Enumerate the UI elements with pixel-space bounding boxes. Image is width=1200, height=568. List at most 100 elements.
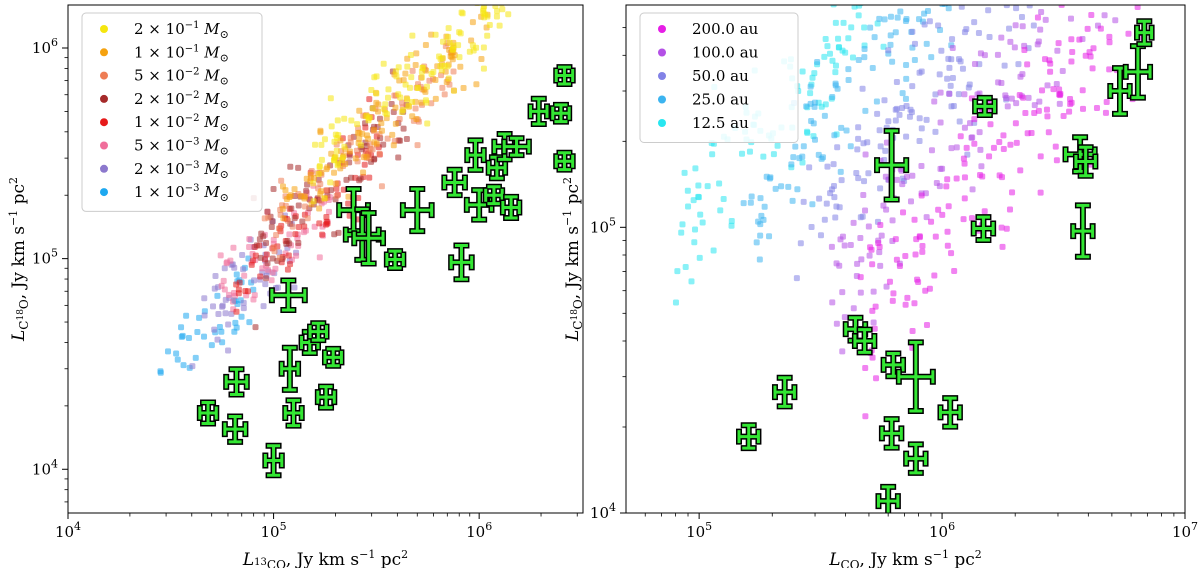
- left-legend: 2 × 10−1 M⊙1 × 10−1 M⊙5 × 10−2 M⊙2 × 10−…: [81, 12, 263, 212]
- right-model-point: [871, 325, 878, 332]
- left-model-point: [409, 32, 416, 39]
- right-model-point: [1012, 120, 1019, 127]
- left-model-point: [295, 202, 302, 209]
- right-model-point: [958, 5, 965, 10]
- right-observation-point: [1122, 43, 1154, 101]
- right-model-point: [1058, 5, 1065, 8]
- left-model-point: [366, 174, 373, 181]
- left-model-point: [328, 123, 335, 130]
- right-model-point: [1024, 61, 1031, 68]
- left-model-point: [371, 156, 378, 163]
- left-model-point: [216, 324, 223, 331]
- left-model-point: [333, 147, 340, 154]
- right-model-point: [823, 200, 830, 207]
- left-model-point: [445, 25, 452, 32]
- left-model-point: [414, 142, 421, 149]
- left-model-point: [404, 63, 411, 70]
- left-model-point: [285, 217, 292, 224]
- left-model-point: [316, 205, 323, 212]
- right-model-point: [1006, 206, 1013, 213]
- right-model-point: [691, 239, 698, 246]
- right-model-point: [1030, 22, 1037, 29]
- right-model-point: [1047, 68, 1054, 75]
- left-observation-point: [314, 383, 338, 411]
- right-model-point: [1089, 65, 1096, 72]
- left-y-tick-label: 106: [32, 36, 58, 57]
- left-model-point: [250, 286, 257, 293]
- right-model-point: [1008, 95, 1015, 102]
- right-model-point: [865, 170, 872, 177]
- left-model-point: [287, 261, 294, 268]
- left-model-point: [444, 63, 451, 70]
- right-model-point: [903, 133, 910, 140]
- left-model-point: [335, 229, 342, 236]
- left-ticks: [62, 47, 578, 519]
- left-observation-point: [221, 413, 249, 445]
- right-model-point: [747, 199, 754, 206]
- right-model-point: [839, 289, 846, 296]
- left-legend-marker: [100, 118, 108, 127]
- left-model-point: [432, 77, 439, 84]
- left-model-point: [441, 91, 448, 98]
- left-model-point: [244, 288, 251, 295]
- right-model-point: [937, 27, 944, 34]
- left-model-point: [252, 252, 259, 259]
- left-model-point: [194, 329, 201, 336]
- right-model-point: [976, 129, 983, 136]
- right-model-point: [854, 146, 861, 153]
- left-model-point: [253, 242, 260, 249]
- right-model-point: [960, 216, 967, 223]
- right-model-point: [837, 236, 844, 243]
- right-x-tick-label: 106: [929, 520, 955, 541]
- right-model-point: [948, 145, 955, 152]
- right-model-point: [903, 16, 910, 23]
- left-observation-point: [482, 183, 506, 207]
- right-model-point: [955, 91, 962, 98]
- right-model-point: [1054, 47, 1061, 54]
- right-model-point: [794, 186, 801, 193]
- right-model-point: [755, 218, 762, 225]
- right-model-point: [1060, 113, 1067, 120]
- left-model-point: [246, 244, 253, 251]
- right-model-point: [1009, 189, 1016, 196]
- right-model-point: [994, 51, 1001, 58]
- right-model-point: [690, 197, 697, 204]
- left-model-point: [262, 281, 269, 288]
- right-model-point: [1106, 33, 1113, 40]
- left-y-tick-label: 104: [32, 457, 58, 478]
- left-model-point: [451, 87, 458, 94]
- right-model-point: [894, 14, 901, 21]
- right-model-point: [1055, 40, 1062, 47]
- left-model-point: [215, 310, 222, 317]
- left-model-point: [457, 30, 464, 37]
- left-model-point: [396, 115, 403, 122]
- right-model-point: [955, 56, 962, 63]
- right-model-point: [855, 12, 862, 19]
- right-model-point: [918, 163, 925, 170]
- left-model-point: [304, 215, 311, 222]
- right-model-point: [832, 19, 839, 26]
- right-model-point: [1084, 25, 1091, 32]
- right-model-point: [862, 365, 869, 372]
- right-model-point: [897, 8, 904, 15]
- left-model-point: [357, 142, 364, 149]
- right-model-point: [961, 160, 968, 167]
- left-model-point: [225, 347, 232, 354]
- right-model-point: [833, 320, 840, 327]
- right-model-point: [881, 16, 888, 23]
- right-model-point: [947, 82, 954, 89]
- left-model-point: [345, 200, 352, 207]
- right-model-point: [1044, 82, 1051, 89]
- left-x-tick-label: 105: [261, 520, 287, 541]
- right-model-point: [809, 201, 816, 208]
- right-model-point: [756, 256, 763, 263]
- left-model-point: [432, 31, 439, 38]
- left-model-point: [505, 11, 512, 18]
- right-observation-point: [903, 441, 929, 476]
- right-observation-point: [1072, 144, 1099, 179]
- left-model-point: [466, 48, 473, 55]
- left-model-point: [341, 115, 348, 122]
- left-legend-marker: [100, 94, 108, 103]
- right-model-point: [887, 41, 894, 48]
- right-model-point: [834, 144, 841, 151]
